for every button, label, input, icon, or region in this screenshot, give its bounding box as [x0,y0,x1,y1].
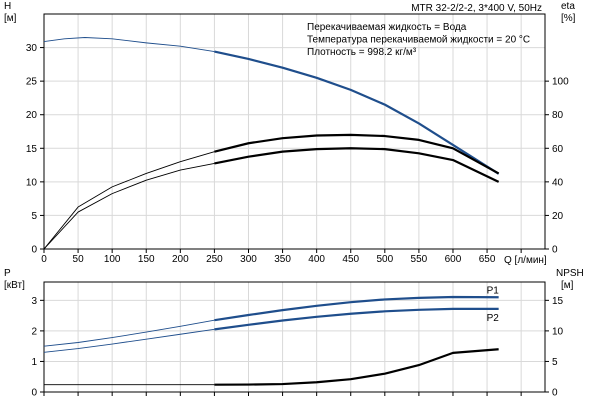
note-line: Температура перекачиваемой жидкости = 20… [307,35,530,46]
left-tick-label: 0 [31,388,37,399]
right-axis-unit: [м] [561,280,574,291]
left-tick-label: 0 [31,245,37,256]
series-0-curve-extended [43,37,215,53]
left-axis-name: P [4,268,11,279]
left-tick-label: 10 [26,177,38,188]
series-2-curve-extended [43,162,215,250]
right-tick-label: 60 [552,144,564,155]
right-tick-label: 5 [552,357,558,368]
x-tick-label: 200 [172,254,189,265]
p1-curve-operating [214,295,499,322]
note-line: Плотность = 998.2 кг/м³ [307,47,417,58]
right-tick-label: 20 [552,211,564,222]
x-tick-label: 250 [206,254,223,265]
left-tick-label: 15 [26,144,38,155]
left-tick-label: 1 [31,357,37,368]
x-tick-label: 650 [479,254,496,265]
left-axis-unit: [кВт] [4,280,25,291]
series-label-p2: P2 [487,313,500,324]
series-label-p1: P1 [487,285,500,296]
x-tick-label: 400 [308,254,325,265]
right-axis-unit: [%] [561,13,576,24]
right-tick-label: 100 [552,77,569,88]
x-tick-label: 550 [411,254,428,265]
x-tick-label: 150 [138,254,155,265]
left-tick-label: 5 [31,211,37,222]
right-tick-label: 15 [552,296,564,307]
x-tick-label: 100 [104,254,121,265]
power-npsh-panel: 0 1 2 3 0 5 10 15 P1 P2 P[кВт] NPSH[м] [4,268,584,399]
x-tick-label: 50 [73,254,85,265]
plot-frame [43,13,546,250]
left-axis-name: H [4,1,11,12]
x-tick-label: 450 [342,254,359,265]
note-line: Перекачиваемая жидкость = Вода [307,22,467,33]
p2-curve-operating [214,307,499,331]
plot-frame [43,281,546,393]
right-axis-name: eta [561,1,575,12]
x-tick-label: 350 [274,254,291,265]
series-1-curve-extended [43,151,215,250]
left-axis-unit: [м] [4,13,17,24]
x-tick-label: 300 [240,254,257,265]
x-tick-label: 600 [445,254,462,265]
series-2-curve-operating [214,147,500,183]
right-tick-label: 10 [552,326,564,337]
left-tick-label: 25 [26,77,38,88]
p1-curve-extended [43,319,215,347]
series-2-curve-operating [214,348,499,386]
right-tick-label: 0 [552,245,558,256]
left-tick-label: 3 [31,296,37,307]
x-axis-label: Q [л/мин] [504,255,547,266]
right-tick-label: 40 [552,177,564,188]
x-tick-label: 0 [41,254,47,265]
series-0-curve-operating [214,50,500,175]
right-tick-label: 0 [552,388,558,399]
chart-subtitle: MTR 32-2/2-2, 3*400 V, 50Hz [411,3,542,14]
x-tick-label: 500 [376,254,393,265]
left-tick-label: 20 [26,110,38,121]
right-axis-name: NPSH [556,268,584,279]
left-tick-label: 30 [26,43,38,54]
p2-curve-extended [43,328,215,353]
left-tick-label: 2 [31,326,37,337]
series-1-curve-operating [214,133,500,175]
right-tick-label: 80 [552,110,564,121]
